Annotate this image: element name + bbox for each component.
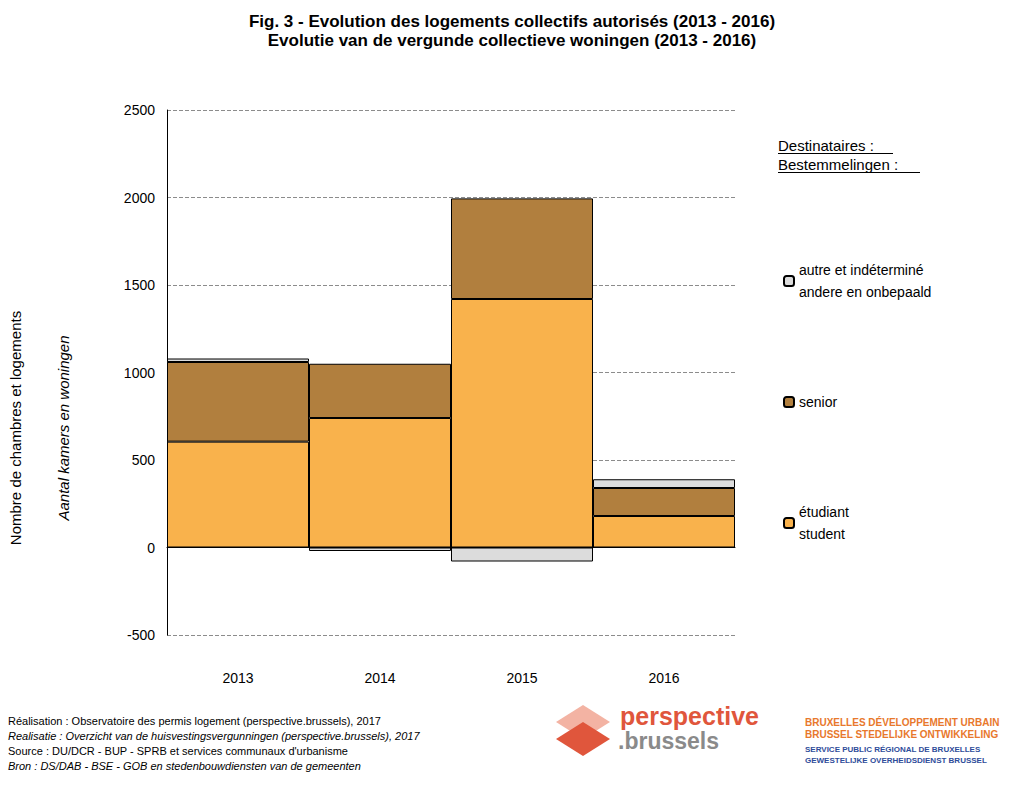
svg-text:student: student <box>799 526 845 542</box>
svg-text:SERVICE PUBLIC RÉGIONAL DE BRU: SERVICE PUBLIC RÉGIONAL DE BRUXELLES <box>805 745 981 754</box>
svg-text:étudiant: étudiant <box>799 504 849 520</box>
svg-text:-500: -500 <box>127 627 155 643</box>
svg-text:2015: 2015 <box>506 670 537 686</box>
svg-text:andere en onbepaald: andere en onbepaald <box>799 284 931 300</box>
svg-text:Realisatie : Overzicht van de: Realisatie : Overzicht van de huisvestin… <box>8 730 420 742</box>
svg-text:Aantal kamers en woningen: Aantal kamers en woningen <box>55 335 72 521</box>
svg-text:Réalisation : Observatoire des: Réalisation : Observatoire des permis lo… <box>8 715 381 727</box>
svg-text:1000: 1000 <box>124 365 155 381</box>
svg-text:senior: senior <box>799 394 837 410</box>
svg-text:GEWESTELIJKE OVERHEIDSDIENST B: GEWESTELIJKE OVERHEIDSDIENST BRUSSEL <box>805 756 987 765</box>
svg-text:Destinataires :: Destinataires : <box>778 137 874 154</box>
svg-text:Nombre de chambres et logement: Nombre de chambres et logements <box>7 311 24 545</box>
svg-text:Source : DU/DCR - BUP - SPRB e: Source : DU/DCR - BUP - SPRB et services… <box>8 745 348 757</box>
svg-text:0: 0 <box>147 540 155 556</box>
svg-text:.brussels: .brussels <box>618 728 719 754</box>
svg-text:1500: 1500 <box>124 277 155 293</box>
svg-text:2016: 2016 <box>648 670 679 686</box>
svg-text:Bestemmelingen :: Bestemmelingen : <box>778 156 898 173</box>
svg-text:2500: 2500 <box>124 102 155 118</box>
svg-text:BRUSSEL STEDELIJKE ONTWIKKELIN: BRUSSEL STEDELIJKE ONTWIKKELING <box>805 729 998 740</box>
svg-text:Evolutie van de vergunde colle: Evolutie van de vergunde collectieve won… <box>268 31 756 50</box>
svg-text:perspective: perspective <box>620 702 759 730</box>
svg-text:Fig. 3 - Evolution des logemen: Fig. 3 - Evolution des logements collect… <box>249 12 775 31</box>
svg-text:2013: 2013 <box>222 670 253 686</box>
svg-text:2014: 2014 <box>364 670 395 686</box>
svg-text:Bron : DS/DAB - BSE - GOB en s: Bron : DS/DAB - BSE - GOB en stedenbouwd… <box>8 760 361 772</box>
svg-text:autre et indéterminé: autre et indéterminé <box>799 262 924 278</box>
svg-text:500: 500 <box>132 452 156 468</box>
svg-text:2000: 2000 <box>124 190 155 206</box>
svg-text:BRUXELLES DÉVELOPPEMENT URBAIN: BRUXELLES DÉVELOPPEMENT URBAIN <box>805 716 999 728</box>
